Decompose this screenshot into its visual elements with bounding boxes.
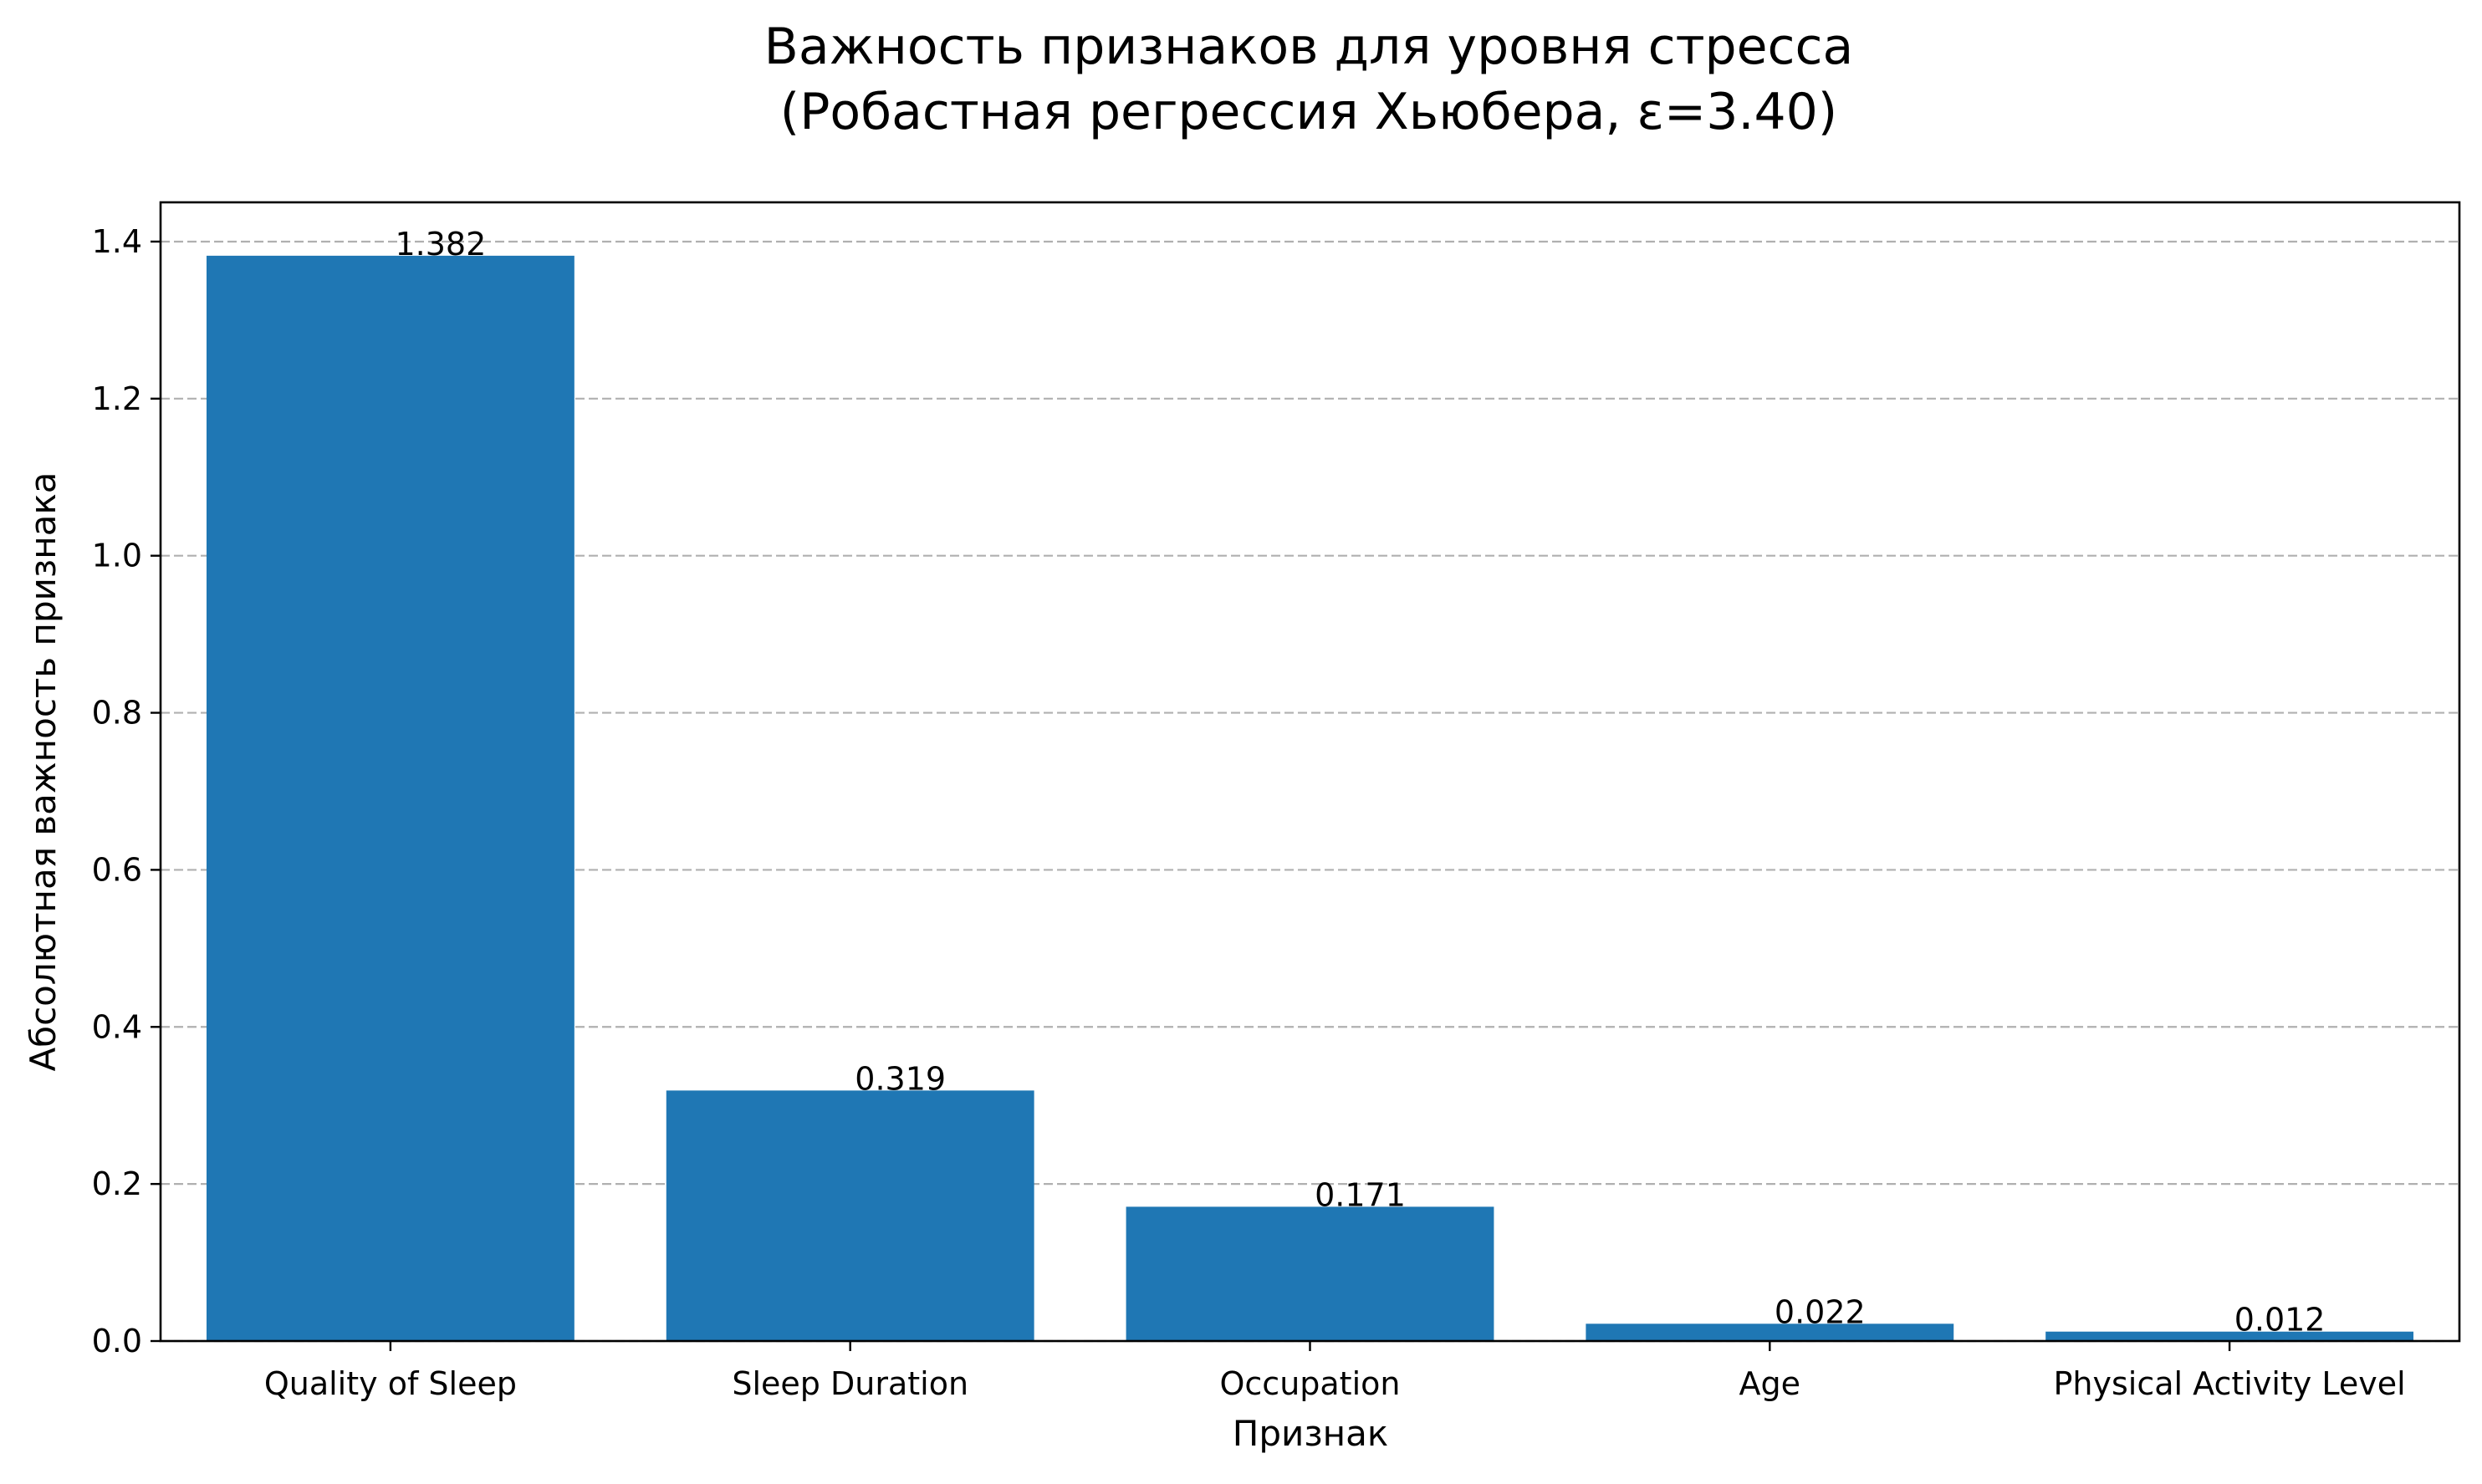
bar xyxy=(1586,1323,1954,1341)
y-tick-label: 1.2 xyxy=(92,380,142,417)
bar xyxy=(2045,1331,2414,1341)
bars xyxy=(206,255,2414,1342)
y-tick-label: 1.4 xyxy=(92,223,142,260)
data-labels: 1.382 0.319 0.171 0.022 0.012 xyxy=(396,226,2326,1339)
x-tick-label: Sleep Duration xyxy=(732,1365,968,1402)
bar-value-label: 1.382 xyxy=(396,226,487,263)
bar xyxy=(1126,1206,1494,1341)
y-tick-label: 1.0 xyxy=(92,538,142,574)
y-tick-label: 0.2 xyxy=(92,1165,142,1202)
x-tick-label: Quality of Sleep xyxy=(264,1365,517,1402)
x-tick-label: Age xyxy=(1739,1365,1801,1402)
y-axis-ticks: 0.0 0.2 0.4 0.6 0.8 1.0 1.2 1.4 xyxy=(92,223,161,1359)
chart-title: Важность признаков для уровня стресса xyxy=(764,18,1854,76)
x-tick-label: Physical Activity Level xyxy=(2054,1365,2406,1402)
x-tick-label: Occupation xyxy=(1220,1365,1401,1402)
bar xyxy=(666,1090,1034,1341)
y-tick-label: 0.4 xyxy=(92,1008,142,1045)
chart-subtitle: (Робастная регрессия Хьюбера, ε=3.40) xyxy=(780,83,1837,141)
y-tick-label: 0.6 xyxy=(92,851,142,888)
y-tick-label: 0.0 xyxy=(92,1323,142,1359)
x-axis-title: Признак xyxy=(1233,1413,1388,1454)
y-tick-label: 0.8 xyxy=(92,695,142,732)
x-axis-ticks: Quality of Sleep Sleep Duration Occupation… xyxy=(264,1341,2406,1402)
bar-value-label: 0.012 xyxy=(2234,1302,2326,1339)
bar-value-label: 0.171 xyxy=(1315,1176,1406,1213)
bar xyxy=(206,255,575,1342)
y-axis-title: Абсолютная важность признака xyxy=(23,472,64,1071)
bar-value-label: 0.022 xyxy=(1775,1293,1866,1330)
bar-value-label: 0.319 xyxy=(855,1060,946,1097)
